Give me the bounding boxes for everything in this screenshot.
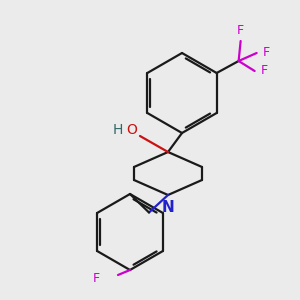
Text: H: H	[113, 123, 123, 137]
Text: F: F	[263, 46, 270, 59]
Text: F: F	[237, 25, 244, 38]
Text: F: F	[261, 64, 268, 77]
Text: O: O	[127, 123, 137, 137]
Text: F: F	[92, 272, 100, 284]
Text: N: N	[162, 200, 174, 215]
